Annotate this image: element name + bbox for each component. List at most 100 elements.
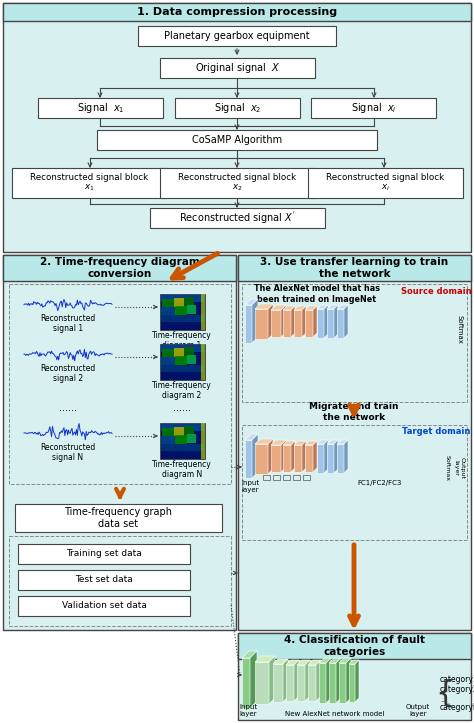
Bar [138, 26, 336, 46]
Bar [97, 130, 377, 150]
Polygon shape [250, 651, 257, 708]
Text: Training set data: Training set data [66, 549, 142, 558]
Bar [161, 345, 204, 352]
Bar [161, 315, 204, 322]
Text: ...: ... [440, 695, 448, 703]
Bar [283, 445, 291, 472]
Bar [38, 98, 163, 118]
Bar [327, 444, 334, 473]
Bar [187, 305, 196, 314]
Polygon shape [281, 440, 286, 472]
Bar [317, 444, 324, 473]
Polygon shape [245, 434, 258, 440]
Bar [201, 294, 205, 330]
Polygon shape [302, 441, 306, 472]
Polygon shape [268, 439, 273, 474]
Text: Softmax: Softmax [445, 455, 449, 481]
Polygon shape [324, 305, 328, 338]
Polygon shape [268, 304, 273, 339]
Polygon shape [252, 434, 258, 478]
Bar [294, 445, 302, 472]
Polygon shape [327, 440, 338, 444]
Bar [242, 284, 467, 402]
Polygon shape [337, 440, 348, 444]
Text: {: { [435, 678, 455, 708]
Text: Validation set data: Validation set data [62, 602, 146, 610]
Text: 1. Data compression processing: 1. Data compression processing [137, 7, 337, 17]
Text: Time-frequency
diagram 1: Time-frequency diagram 1 [152, 331, 212, 351]
Bar [12, 168, 167, 198]
Polygon shape [324, 440, 328, 473]
Polygon shape [294, 660, 299, 701]
Bar [161, 436, 175, 444]
Bar [339, 663, 346, 703]
Text: Reconstructed signal $X^{'}$: Reconstructed signal $X^{'}$ [179, 210, 296, 226]
Bar [160, 294, 205, 330]
Polygon shape [255, 304, 273, 309]
Polygon shape [291, 441, 295, 472]
Text: Reconstructed
signal 1: Reconstructed signal 1 [40, 314, 96, 333]
Bar [238, 255, 471, 630]
Bar [18, 596, 190, 616]
Bar [311, 98, 436, 118]
Polygon shape [355, 660, 359, 702]
Bar [18, 570, 190, 590]
Text: Input
layer: Input layer [239, 704, 257, 717]
Polygon shape [283, 306, 295, 310]
Bar [263, 475, 270, 480]
Text: Reconstructed
signal 2: Reconstructed signal 2 [40, 364, 96, 383]
Polygon shape [313, 441, 317, 472]
Bar [160, 58, 315, 78]
Bar [349, 664, 355, 702]
Polygon shape [255, 656, 275, 662]
Bar [162, 428, 174, 436]
Bar [9, 536, 231, 626]
Text: ......: ...... [59, 403, 77, 413]
Polygon shape [336, 658, 341, 703]
Polygon shape [245, 299, 258, 305]
Bar [184, 347, 194, 356]
Polygon shape [273, 659, 288, 664]
Bar [245, 440, 252, 478]
Bar [305, 310, 313, 337]
Text: category1: category1 [440, 675, 474, 685]
Polygon shape [271, 440, 286, 445]
Bar [255, 662, 269, 704]
Text: 3. Use transfer learning to train
the network: 3. Use transfer learning to train the ne… [260, 257, 448, 279]
Bar [174, 298, 184, 307]
Text: Original signal  $X$: Original signal $X$ [195, 61, 280, 75]
Polygon shape [344, 440, 348, 473]
Bar [3, 3, 471, 21]
Polygon shape [316, 660, 321, 701]
Bar [242, 658, 250, 708]
Polygon shape [283, 659, 288, 702]
Bar [161, 424, 204, 431]
Bar [162, 299, 174, 307]
Polygon shape [283, 441, 295, 445]
Text: Time-frequency
diagram 2: Time-frequency diagram 2 [152, 381, 212, 401]
Text: The AlexNet model that has
been trained on ImageNet: The AlexNet model that has been trained … [254, 284, 380, 304]
Polygon shape [286, 660, 299, 665]
Bar [9, 284, 231, 484]
Bar [294, 310, 302, 337]
Polygon shape [302, 306, 306, 337]
Text: Output
layer: Output layer [454, 457, 465, 479]
Bar [271, 445, 281, 472]
Bar [337, 444, 344, 473]
Text: Time-frequency graph
data set: Time-frequency graph data set [64, 508, 173, 529]
Bar [3, 255, 236, 630]
Bar [238, 633, 471, 720]
Polygon shape [305, 441, 317, 445]
Polygon shape [305, 660, 310, 701]
Bar [3, 3, 471, 252]
Polygon shape [346, 658, 351, 703]
Text: Signal  $x_1$: Signal $x_1$ [77, 101, 124, 115]
Bar [329, 663, 336, 703]
Bar [175, 435, 187, 444]
Bar [161, 444, 204, 451]
Bar [337, 309, 344, 338]
Bar [161, 365, 204, 372]
Polygon shape [349, 660, 359, 664]
Bar [3, 255, 236, 281]
Polygon shape [317, 440, 328, 444]
